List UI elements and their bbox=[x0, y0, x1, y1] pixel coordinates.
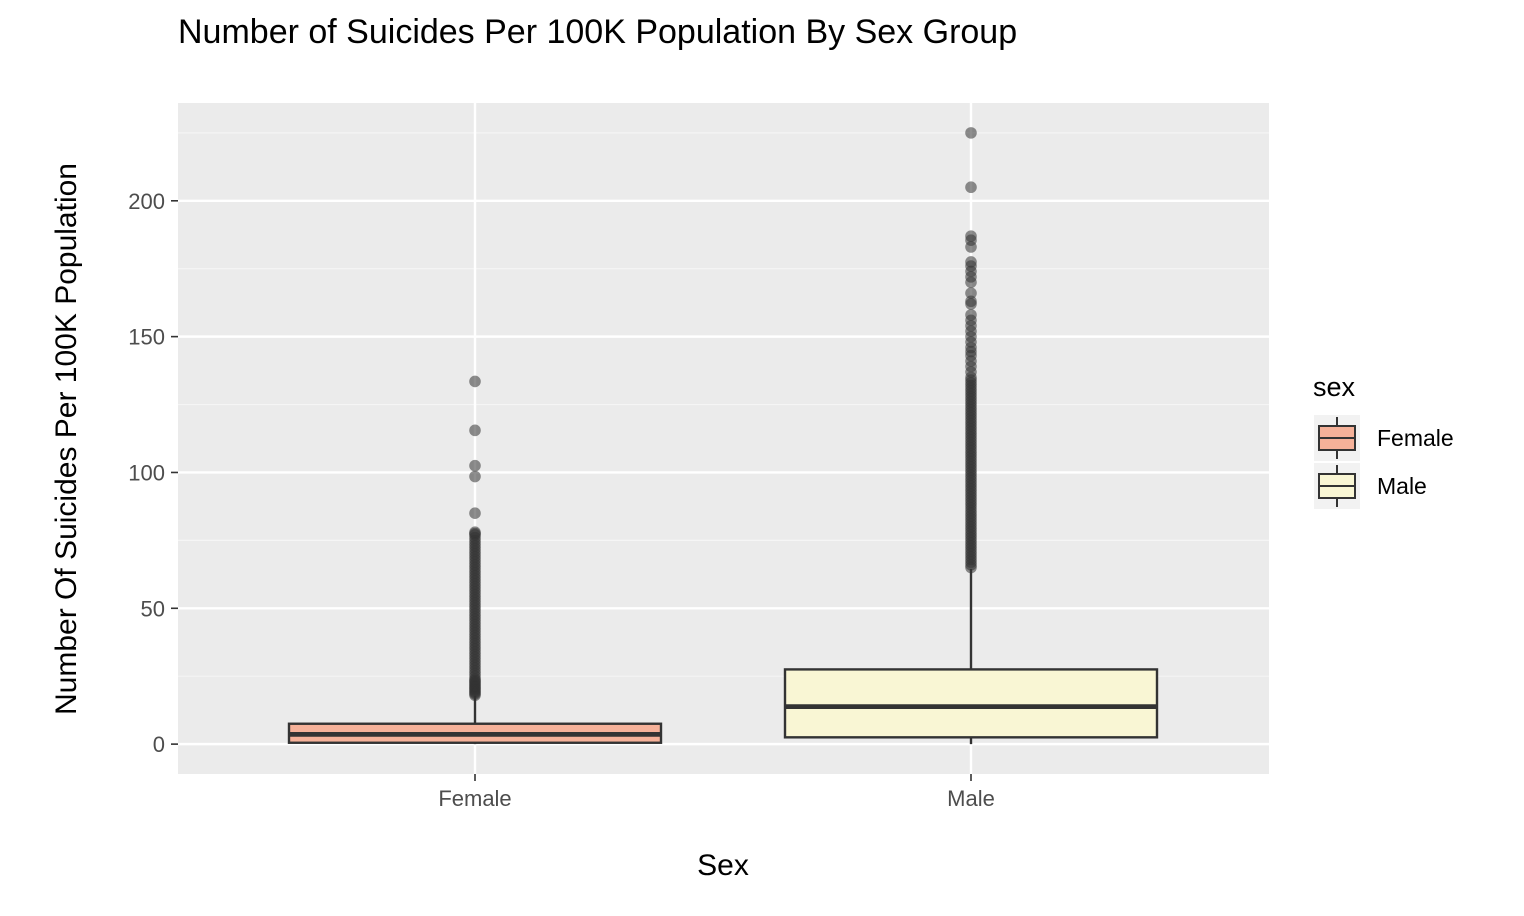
outlier-point bbox=[469, 459, 481, 472]
y-tick-label: 200 bbox=[128, 189, 165, 214]
x-axis-ticks: Female Male bbox=[438, 774, 995, 811]
plot-panel bbox=[178, 103, 1269, 774]
y-axis-ticks: 0 50 100 150 200 bbox=[128, 189, 178, 757]
legend-label: Male bbox=[1377, 473, 1427, 499]
outlier-point bbox=[469, 526, 481, 539]
outlier-point bbox=[965, 256, 977, 268]
outlier-point bbox=[965, 127, 977, 139]
boxes bbox=[287, 127, 1159, 745]
y-tick-label: 150 bbox=[128, 325, 165, 350]
outlier-point bbox=[469, 470, 481, 483]
chart-title: Number of Suicides Per 100K Population B… bbox=[178, 13, 1017, 51]
legend-title: sex bbox=[1313, 372, 1356, 402]
outlier-point bbox=[469, 424, 481, 437]
legend-label: Female bbox=[1377, 425, 1454, 451]
box-male bbox=[783, 127, 1159, 745]
y-tick-label: 0 bbox=[153, 732, 165, 757]
y-tick-label: 50 bbox=[141, 596, 165, 621]
outlier-point bbox=[469, 507, 481, 520]
x-tick-label: Female bbox=[438, 786, 511, 811]
y-tick-label: 100 bbox=[128, 460, 165, 485]
box-body bbox=[783, 668, 1159, 739]
legend: sex Female Male bbox=[1313, 372, 1454, 509]
legend-item-female: Female bbox=[1314, 415, 1454, 461]
x-axis-title: Sex bbox=[697, 849, 749, 882]
y-axis-title: Number Of Suicides Per 100K Population bbox=[50, 163, 83, 715]
box-female bbox=[287, 375, 663, 745]
outlier-point bbox=[469, 375, 481, 388]
outlier-point bbox=[965, 309, 977, 321]
outlier-point bbox=[965, 287, 977, 299]
outlier-point bbox=[965, 181, 977, 194]
legend-item-male: Male bbox=[1314, 463, 1427, 509]
outlier-point bbox=[965, 230, 977, 242]
outlier-point bbox=[965, 295, 977, 308]
x-tick-label: Male bbox=[947, 786, 995, 811]
